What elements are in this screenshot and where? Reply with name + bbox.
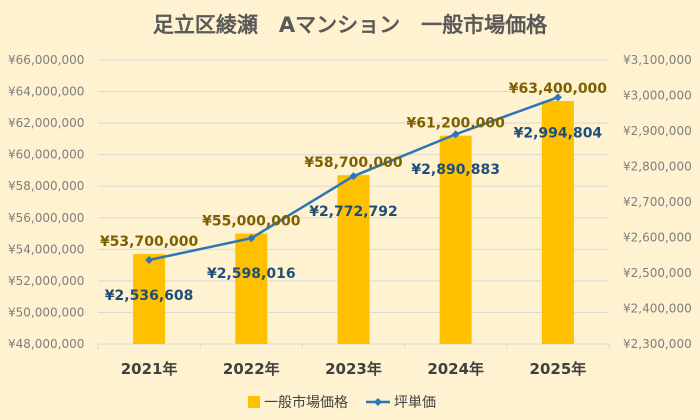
line-point [247, 234, 256, 243]
bar [439, 135, 472, 344]
line-point [553, 93, 562, 102]
line-data-label: ¥2,598,016 [207, 266, 296, 282]
left-tick-label: ¥62,000,000 [8, 116, 84, 130]
category-label: 2025年 [530, 360, 587, 378]
left-tick-label: ¥64,000,000 [8, 85, 84, 99]
bar [337, 175, 370, 344]
line-data-label: ¥2,890,883 [411, 162, 500, 178]
legend-marker [374, 398, 382, 406]
line-point [451, 130, 460, 139]
bar-data-label: ¥53,700,000 [100, 234, 199, 250]
legend-swatch-bar [248, 396, 260, 408]
bar-data-label: ¥63,400,000 [509, 81, 608, 97]
left-tick-label: ¥58,000,000 [8, 179, 84, 193]
left-tick-label: ¥48,000,000 [8, 337, 84, 351]
category-label: 2024年 [427, 360, 484, 378]
left-tick-label: ¥56,000,000 [8, 211, 84, 225]
line-point [349, 172, 358, 181]
right-tick-label: ¥3,100,000 [623, 53, 692, 67]
right-tick-label: ¥2,700,000 [623, 195, 692, 209]
category-label: 2021年 [121, 360, 178, 378]
right-tick-label: ¥2,500,000 [623, 266, 692, 280]
legend: 一般市場価格 坪単価 [248, 394, 436, 411]
bar-data-label: ¥55,000,000 [202, 214, 301, 230]
right-tick-label: ¥2,300,000 [623, 337, 692, 351]
line-point [145, 256, 154, 265]
left-tick-label: ¥60,000,000 [8, 148, 84, 162]
bar-data-label: ¥58,700,000 [304, 155, 403, 171]
left-tick-label: ¥54,000,000 [8, 242, 84, 256]
category-label: 2023年 [325, 360, 382, 378]
bar-data-label: ¥61,200,000 [407, 116, 506, 132]
chart-title: 足立区綾瀬 Aマンション 一般市場価格 [153, 13, 548, 37]
left-tick-label: ¥52,000,000 [8, 274, 84, 288]
line-data-label: ¥2,536,608 [105, 288, 194, 304]
right-tick-label: ¥2,900,000 [623, 124, 692, 138]
bar [133, 254, 166, 344]
right-tick-label: ¥3,000,000 [623, 89, 692, 103]
line-data-label: ¥2,994,804 [514, 125, 603, 141]
bar [541, 101, 574, 345]
left-tick-label: ¥50,000,000 [8, 305, 84, 319]
line-data-label: ¥2,772,792 [309, 204, 398, 220]
right-tick-label: ¥2,600,000 [623, 231, 692, 245]
legend-label-line: 坪単価 [394, 395, 436, 411]
right-tick-label: ¥2,800,000 [623, 160, 692, 174]
legend-label-bar: 一般市場価格 [264, 394, 348, 411]
bar [235, 233, 268, 344]
left-tick-label: ¥66,000,000 [8, 53, 84, 67]
right-tick-label: ¥2,400,000 [623, 302, 692, 316]
category-label: 2022年 [223, 360, 280, 378]
